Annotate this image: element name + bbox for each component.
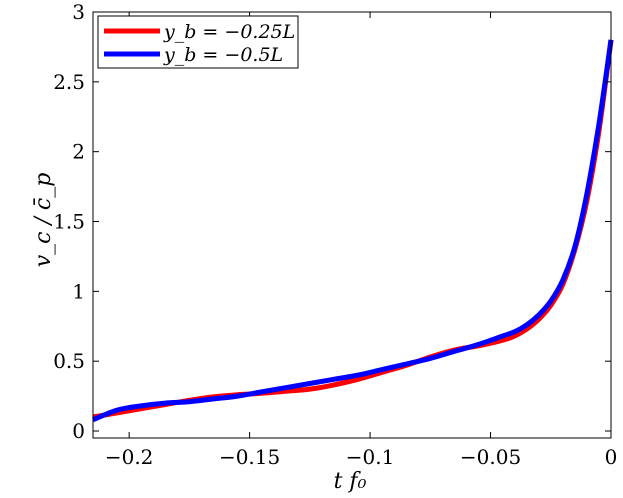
- series-layer: [92, 39, 614, 423]
- x-tick-label: −0.15: [219, 445, 280, 469]
- y-axis-label: v_c / c̄_p: [31, 173, 56, 268]
- axes-layer: [92, 11, 612, 439]
- y-tick-label: 3: [72, 0, 85, 24]
- x-tick-label: −0.1: [346, 445, 395, 469]
- y-tick-label: 0: [72, 419, 85, 443]
- x-axis-label: t f₀: [334, 469, 367, 494]
- plot-frame: [92, 11, 612, 439]
- legend: y_b = −0.25L y_b = −0.5L: [97, 15, 299, 69]
- legend-label-series-2: y_b = −0.5L: [163, 44, 283, 66]
- y-tick-label: 1.5: [53, 210, 85, 234]
- y-tick-label: 2: [72, 140, 85, 164]
- series-line-2: [92, 39, 614, 423]
- x-tick-label: −0.2: [105, 445, 154, 469]
- y-tick-label: 1: [72, 279, 85, 303]
- legend-label-series-1: y_b = −0.25L: [163, 21, 295, 43]
- legend-box: [97, 15, 299, 69]
- y-tick-label: 2.5: [53, 70, 85, 94]
- x-tick-label: 0: [605, 445, 618, 469]
- y-tick-label: 0.5: [53, 349, 85, 373]
- series-line-1: [92, 39, 614, 420]
- ticks-layer: −0.2 −0.15 −0.1 −0.05 0 0 0.5 1 1.5 2 2.5 3: [53, 0, 617, 469]
- x-tick-label: −0.05: [460, 445, 521, 469]
